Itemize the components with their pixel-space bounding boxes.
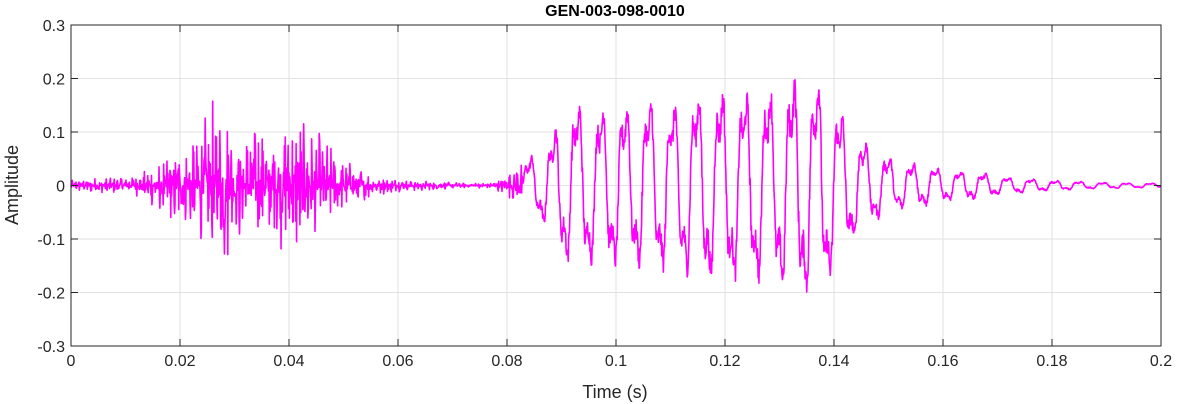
x-tick-label: 0.2 <box>1150 353 1172 370</box>
x-tick-label: 0.1 <box>605 353 627 370</box>
x-tick-label: 0.12 <box>709 353 740 370</box>
y-tick-label: 0.3 <box>43 18 65 35</box>
y-tick-label: -0.2 <box>37 286 65 303</box>
x-axis: 0 0.02 0.04 0.06 0.08 0.1 0.12 0.14 0.16 0.18 0.2 <box>67 25 1172 370</box>
y-tick-label: -0.3 <box>37 339 65 356</box>
x-axis-label: Time (s) <box>582 382 647 402</box>
x-tick-label: 0.02 <box>164 353 195 370</box>
y-tick-label: 0 <box>56 179 65 196</box>
y-tick-label: -0.1 <box>37 232 65 249</box>
x-tick-label: 0.04 <box>273 353 304 370</box>
grid <box>70 24 1162 347</box>
y-axis-label: Amplitude <box>2 145 22 225</box>
x-tick-label: 0.16 <box>927 353 958 370</box>
chart-title: GEN-003-098-0010 <box>545 3 685 20</box>
x-tick-label: 0.14 <box>818 353 849 370</box>
x-tick-label: 0.08 <box>491 353 522 370</box>
signal-line <box>70 78 1162 293</box>
x-tick-label: 0.18 <box>1036 353 1067 370</box>
plot-area <box>70 78 1162 293</box>
y-axis: -0.3 -0.2 -0.1 0 0.1 0.2 0.3 <box>37 18 1161 356</box>
y-tick-label: 0.1 <box>43 125 65 142</box>
y-tick-label: 0.2 <box>43 72 65 89</box>
x-tick-label: 0 <box>67 353 76 370</box>
x-tick-label: 0.06 <box>382 353 413 370</box>
